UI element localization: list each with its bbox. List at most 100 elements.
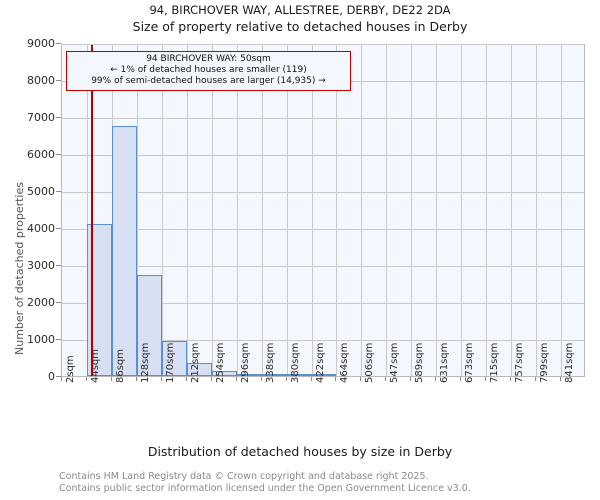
y-axis-tick-mark bbox=[56, 302, 61, 303]
x-axis-tick-label: 547sqm bbox=[389, 342, 401, 383]
x-axis-tick-mark bbox=[235, 377, 237, 381]
y-axis-tick-mark bbox=[56, 228, 61, 229]
y-axis-tick-label: 3000 bbox=[27, 259, 55, 272]
y-axis-tick-label: 9000 bbox=[27, 37, 55, 50]
gridline-vertical bbox=[186, 45, 188, 376]
gridline-horizontal bbox=[62, 192, 584, 193]
x-axis-tick-label: 170sqm bbox=[164, 342, 176, 383]
gridline-horizontal bbox=[62, 229, 584, 230]
gridline-vertical bbox=[536, 45, 538, 376]
gridline-horizontal bbox=[62, 266, 584, 267]
y-axis-tick-label: 8000 bbox=[27, 74, 55, 87]
gridline-vertical bbox=[311, 45, 313, 376]
y-axis-tick-label: 2000 bbox=[27, 296, 55, 309]
y-axis-tick-mark bbox=[56, 265, 61, 266]
y-axis-tick-label: 5000 bbox=[27, 185, 55, 198]
x-axis-tick-mark bbox=[160, 377, 162, 381]
x-axis-tick-label: 799sqm bbox=[539, 342, 551, 383]
property-marker-line bbox=[90, 45, 93, 376]
x-axis-tick-label: 506sqm bbox=[364, 342, 376, 383]
x-axis-tick-label: 422sqm bbox=[314, 342, 326, 383]
gridline-horizontal bbox=[62, 118, 584, 119]
gridline-vertical bbox=[386, 45, 388, 376]
gridline-vertical bbox=[411, 45, 413, 376]
x-axis-tick-mark bbox=[260, 377, 262, 381]
plot-area bbox=[61, 44, 585, 377]
x-axis-tick-mark bbox=[435, 377, 437, 381]
histogram-bar bbox=[311, 374, 337, 376]
y-axis-tick-label: 7000 bbox=[27, 111, 55, 124]
x-axis-tick-mark bbox=[335, 377, 337, 381]
gridline-vertical bbox=[286, 45, 288, 376]
x-axis-tick-mark bbox=[460, 377, 462, 381]
x-axis-tick-mark bbox=[310, 377, 312, 381]
histogram-bar bbox=[161, 340, 187, 376]
x-axis-tick-label: 673sqm bbox=[464, 342, 476, 383]
gridline-vertical bbox=[236, 45, 238, 376]
annotation-line-3: 99% of semi-detached houses are larger (… bbox=[91, 76, 326, 86]
histogram-bar bbox=[286, 374, 312, 376]
x-axis-tick-mark bbox=[485, 377, 487, 381]
y-axis-tick-label: 1000 bbox=[27, 333, 55, 346]
chart-title-block: 94, BIRCHOVER WAY, ALLESTREE, DERBY, DE2… bbox=[0, 2, 600, 35]
footer-line-1: Contains HM Land Registry data © Crown c… bbox=[59, 471, 429, 482]
gridline-vertical bbox=[486, 45, 488, 376]
footer-attribution: Contains HM Land Registry data © Crown c… bbox=[59, 471, 599, 494]
annotation-line-2: ← 1% of detached houses are smaller (119… bbox=[110, 65, 307, 75]
histogram-bar bbox=[261, 374, 287, 376]
x-axis-tick-label: 589sqm bbox=[414, 342, 426, 383]
x-axis-tick-mark bbox=[535, 377, 537, 381]
histogram-bar bbox=[236, 373, 262, 376]
gridline-vertical bbox=[161, 45, 163, 376]
x-axis-tick-mark bbox=[285, 377, 287, 381]
y-axis-title: Number of detached properties bbox=[13, 182, 26, 355]
x-axis-tick-mark bbox=[360, 377, 362, 381]
gridline-vertical bbox=[461, 45, 463, 376]
gridline-vertical bbox=[211, 45, 213, 376]
x-axis-tick-mark bbox=[110, 377, 112, 381]
gridline-horizontal bbox=[62, 44, 584, 45]
histogram-bar bbox=[111, 126, 137, 376]
y-axis-tick-mark bbox=[56, 376, 61, 377]
histogram-bar bbox=[211, 371, 237, 376]
x-axis-tick-label: 2sqm bbox=[65, 355, 76, 383]
chart-title-address: 94, BIRCHOVER WAY, ALLESTREE, DERBY, DE2… bbox=[149, 3, 451, 17]
gridline-vertical bbox=[511, 45, 513, 376]
annotation-box: 94 BIRCHOVER WAY: 50sqm ← 1% of detached… bbox=[66, 51, 351, 91]
x-axis-tick-mark bbox=[185, 377, 187, 381]
y-axis-tick-mark bbox=[56, 339, 61, 340]
x-axis-tick-label: 757sqm bbox=[514, 342, 526, 383]
y-axis-tick-label: 4000 bbox=[27, 222, 55, 235]
x-axis-tick-label: 296sqm bbox=[239, 342, 251, 383]
gridline-horizontal bbox=[62, 303, 584, 304]
x-axis-tick-mark bbox=[85, 377, 87, 381]
gridline-vertical bbox=[86, 45, 88, 376]
annotation-line-1: 94 BIRCHOVER WAY: 50sqm bbox=[146, 54, 271, 64]
y-axis-tick-label: 0 bbox=[48, 370, 55, 383]
x-axis-tick-label: 254sqm bbox=[214, 342, 226, 383]
gridline-vertical bbox=[361, 45, 363, 376]
x-axis-tick-mark bbox=[510, 377, 512, 381]
x-axis-tick-mark bbox=[410, 377, 412, 381]
x-axis-title: Distribution of detached houses by size … bbox=[147, 444, 453, 459]
x-axis-tick-mark bbox=[210, 377, 212, 381]
histogram-bar bbox=[136, 275, 162, 376]
y-axis-tick-mark bbox=[56, 117, 61, 118]
footer-line-2: Contains public sector information licen… bbox=[59, 482, 471, 494]
x-axis-tick-label: 86sqm bbox=[114, 348, 126, 383]
x-axis-tick-label: 841sqm bbox=[564, 342, 576, 383]
y-axis-tick-mark bbox=[56, 43, 61, 44]
chart-title-subtitle: Size of property relative to detached ho… bbox=[132, 19, 468, 34]
x-axis-tick-mark bbox=[560, 377, 562, 381]
x-axis-tick-label: 715sqm bbox=[489, 342, 501, 383]
x-axis-tick-label: 128sqm bbox=[139, 342, 151, 383]
x-axis-tick-mark bbox=[385, 377, 387, 381]
x-axis-tick-label: 631sqm bbox=[439, 342, 451, 383]
gridline-horizontal bbox=[62, 340, 584, 341]
histogram-bars bbox=[62, 45, 584, 376]
x-axis-tick-label: 380sqm bbox=[289, 342, 301, 383]
y-axis-tick-mark bbox=[56, 80, 61, 81]
x-axis-tick-mark bbox=[61, 377, 62, 381]
